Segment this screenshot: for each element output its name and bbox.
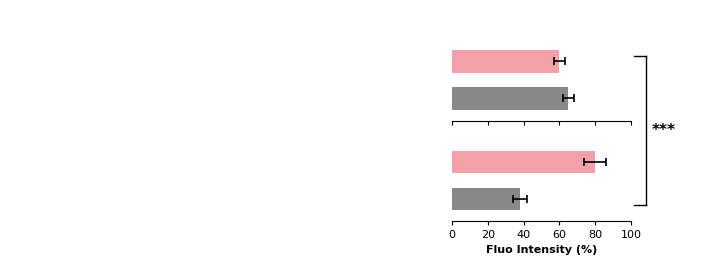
Bar	[452, 188, 520, 210]
X-axis label: Fluo Intensity (%): Fluo Intensity (%)	[486, 246, 597, 256]
Bar	[452, 151, 595, 173]
Text: ***: ***	[652, 122, 676, 138]
Bar	[452, 50, 559, 73]
Bar	[452, 87, 569, 109]
